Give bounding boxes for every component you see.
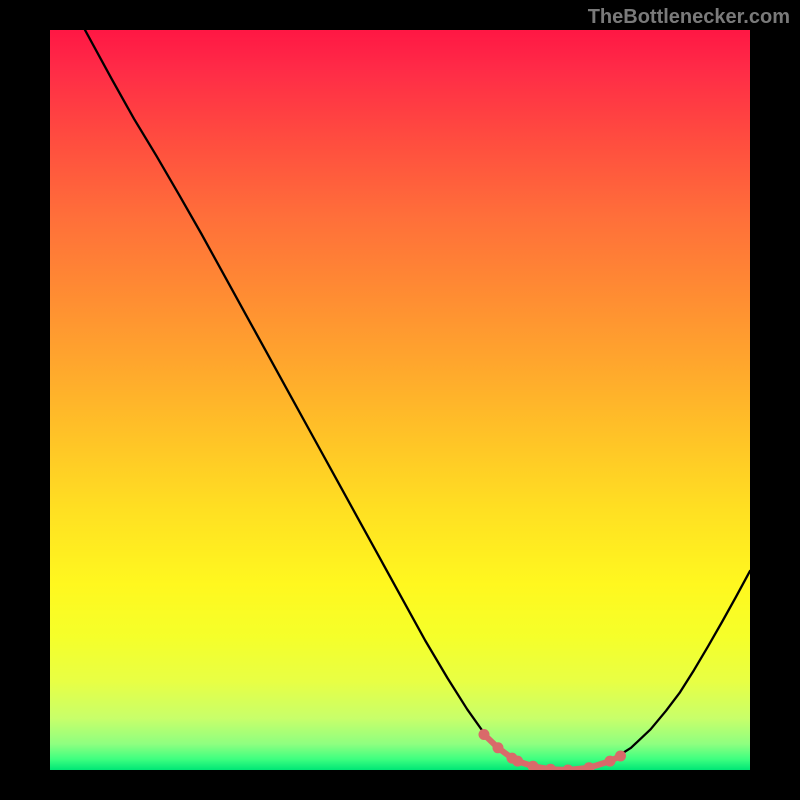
watermark-text: TheBottlenecker.com: [588, 6, 790, 29]
marker-point: [615, 750, 626, 761]
chart-outer: TheBottlenecker.com: [0, 0, 800, 800]
curve-svg: [50, 30, 750, 770]
bottleneck-curve: [85, 30, 750, 770]
markers-group: [479, 729, 627, 770]
plot-area: [50, 30, 750, 770]
